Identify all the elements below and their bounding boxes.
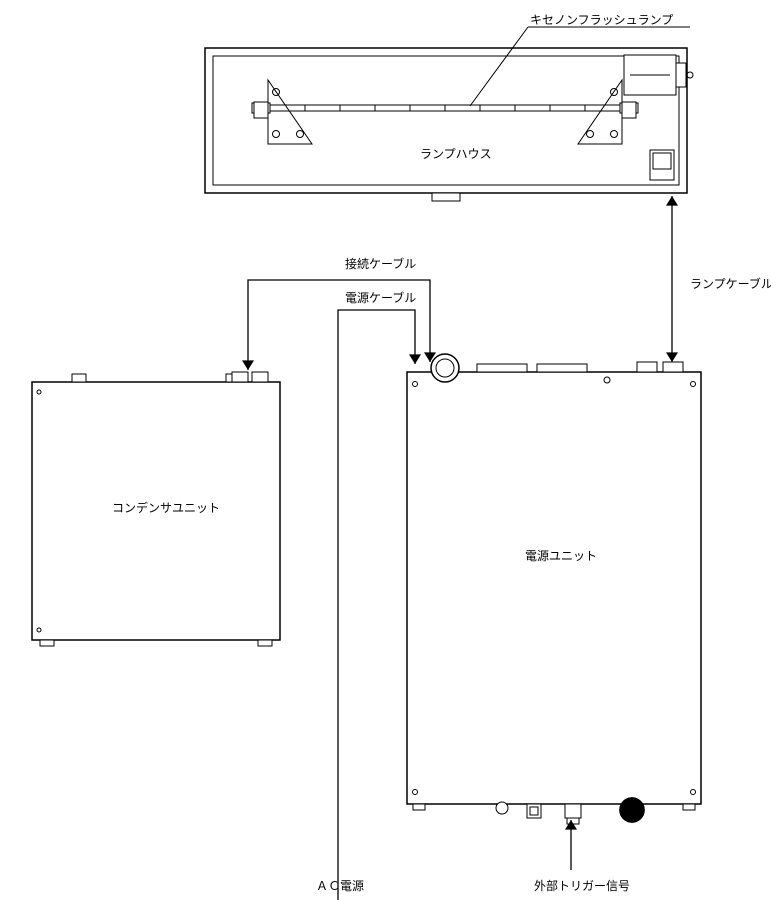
connect-cable-label: 接続ケーブル: [345, 256, 416, 271]
power-unit: 電源ユニット: [407, 354, 701, 824]
lamp-house-label: ランプハウス: [420, 147, 492, 161]
xenon-lamp-label: キセノンフラッシュランプ: [530, 13, 673, 27]
condenser-unit: コンデンサユニット: [32, 372, 280, 646]
lamp-house: ランプハウス: [205, 48, 693, 201]
power-cable: [338, 310, 415, 900]
lamp-cable-label: ランプケーブル: [690, 276, 771, 291]
ac-power-label: ＡＣ電源: [316, 879, 364, 893]
power-unit-label: 電源ユニット: [525, 549, 597, 563]
condenser-unit-label: コンデンサユニット: [112, 500, 220, 515]
ext-trigger-label: 外部トリガー信号: [534, 878, 630, 893]
power-cable-label: 電源ケーブル: [345, 290, 416, 305]
